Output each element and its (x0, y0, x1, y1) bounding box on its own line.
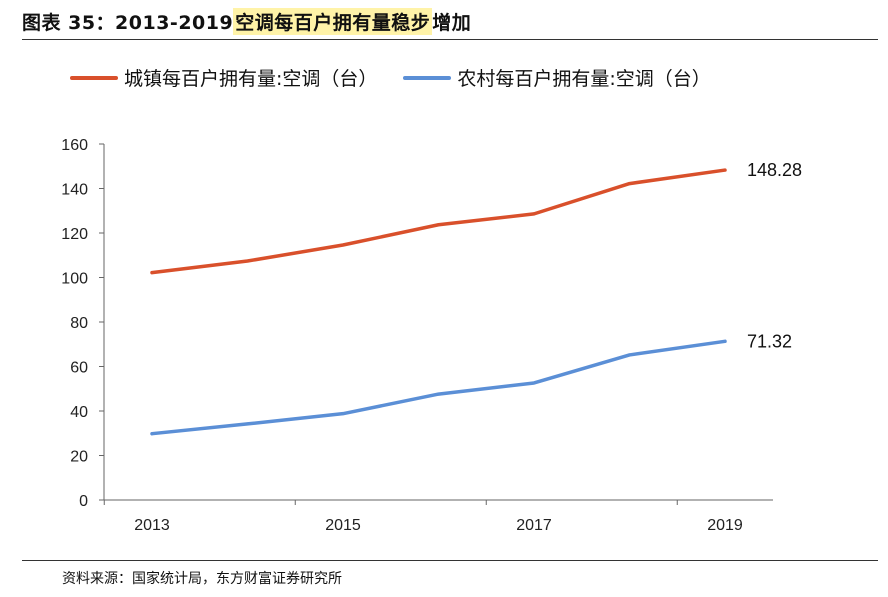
data-point (150, 432, 154, 436)
x-tick-label: 2013 (134, 517, 170, 534)
y-tick-label: 20 (70, 449, 88, 466)
title-prefix: 图表 35：2013-2019 (22, 11, 234, 34)
legend-label-urban: 城镇每百户拥有量:空调（台） (124, 68, 378, 90)
title-highlight: 空调每百户拥有量稳步 (233, 7, 433, 35)
data-point (628, 182, 631, 186)
bottom-divider (22, 560, 878, 561)
data-point (341, 243, 345, 247)
y-tick-label: 60 (70, 360, 88, 377)
line-chart: 0 20 40 60 80 100 120 140 160 2013 2015 2017 2019 148… (61, 137, 802, 534)
x-tick-label: 2015 (325, 517, 361, 534)
data-point (628, 353, 631, 357)
series-line-urban (150, 168, 727, 275)
chart-legend: 城镇每百户拥有量:空调（台） 农村每百户拥有量:空调（台） (70, 64, 737, 91)
data-point (246, 422, 249, 426)
legend-item-urban: 城镇每百户拥有量:空调（台） (70, 64, 377, 91)
y-tick-label: 100 (61, 271, 88, 288)
data-point (532, 212, 536, 216)
end-value-label: 71.32 (747, 331, 792, 351)
end-value-label: 148.28 (747, 160, 802, 180)
data-point (532, 381, 536, 385)
data-point (150, 271, 154, 275)
data-point (437, 392, 440, 396)
data-point (437, 223, 440, 227)
series-line-rural (150, 339, 727, 436)
y-tick-label: 80 (70, 315, 88, 332)
legend-swatch-rural (403, 75, 452, 80)
data-point (723, 168, 727, 172)
legend-item-rural: 农村每百户拥有量:空调（台） (403, 64, 711, 91)
data-point (341, 412, 345, 416)
x-tick-label: 2019 (707, 517, 743, 534)
y-tick-label: 160 (61, 137, 88, 154)
data-point (246, 259, 249, 263)
top-divider (22, 39, 878, 40)
y-tick-label: 120 (61, 226, 88, 243)
title-suffix: 增加 (432, 11, 472, 34)
legend-swatch-urban (70, 75, 118, 80)
y-tick-label: 140 (61, 182, 88, 199)
y-tick-label: 0 (79, 493, 88, 510)
y-tick-label: 40 (70, 404, 88, 421)
source-note: 资料来源：国家统计局，东方财富证券研究所 (62, 571, 342, 587)
chart-title: 图表 35：2013-2019 空调每百户拥有量稳步 增加 (22, 6, 471, 36)
x-tick-label: 2017 (516, 517, 552, 534)
legend-label-rural: 农村每百户拥有量:空调（台） (457, 68, 711, 90)
data-point (723, 339, 727, 343)
